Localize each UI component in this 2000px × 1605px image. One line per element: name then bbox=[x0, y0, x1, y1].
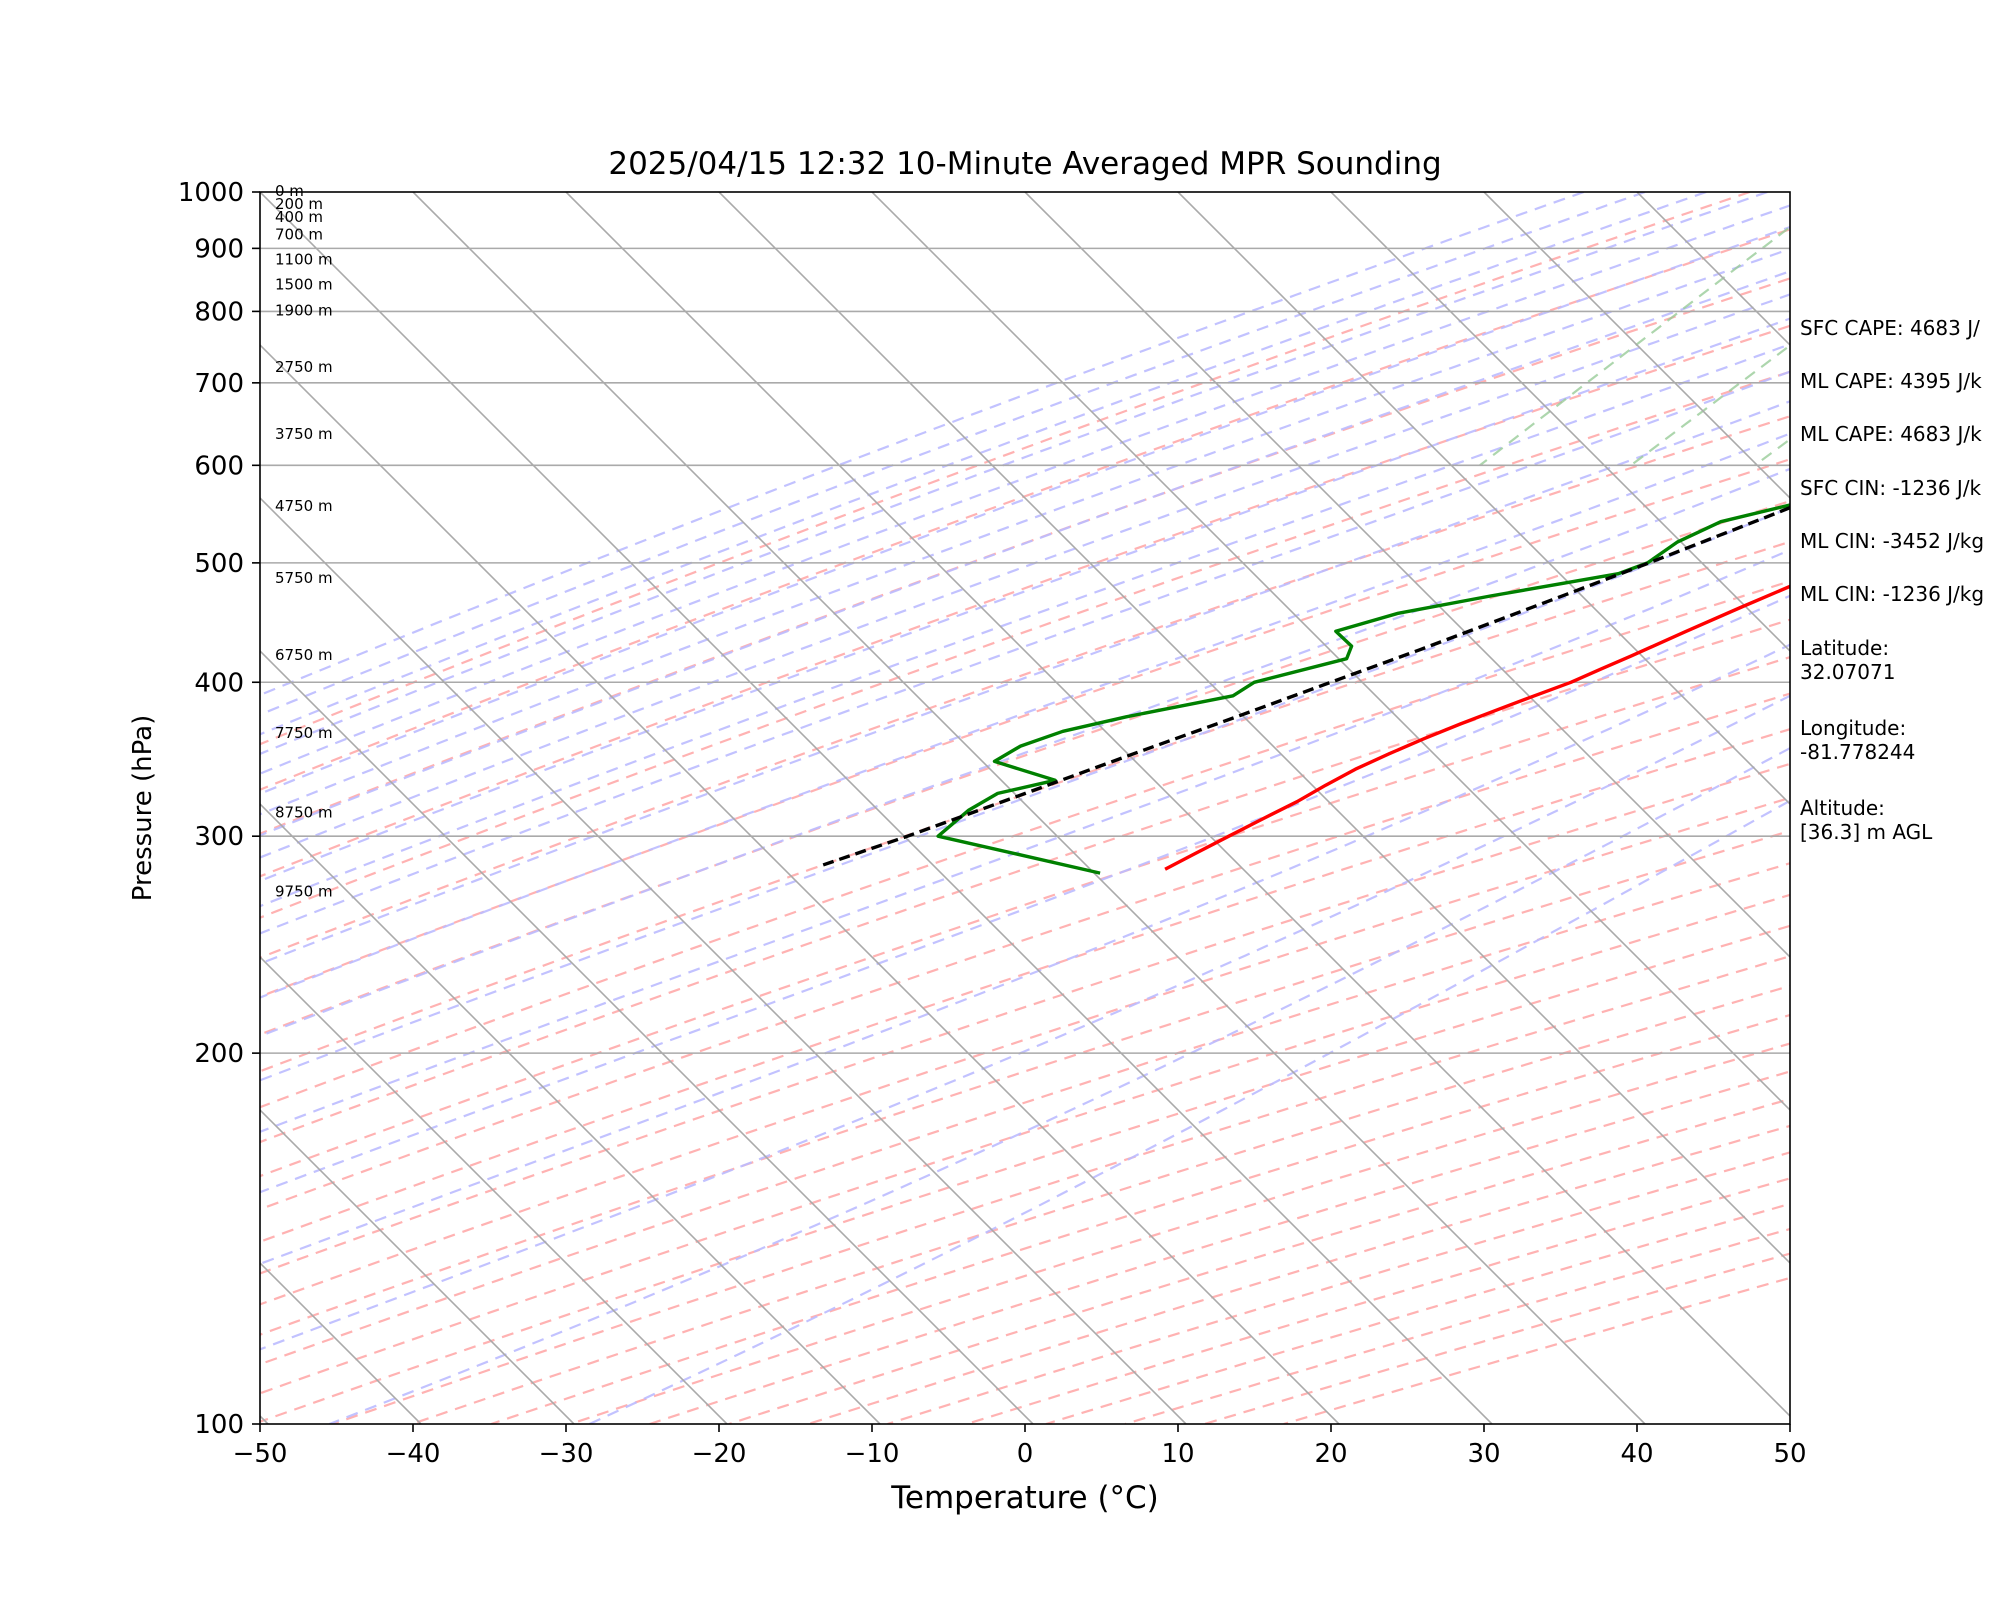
height-label: 700 m bbox=[275, 225, 323, 243]
height-label: 7750 m bbox=[275, 724, 333, 742]
height-label: 1100 m bbox=[275, 250, 333, 268]
x-tick-label: −20 bbox=[692, 1439, 747, 1469]
height-label: 9750 m bbox=[275, 883, 333, 901]
x-tick-label: 20 bbox=[1314, 1439, 1347, 1469]
x-tick-label: −40 bbox=[386, 1439, 441, 1469]
sfc-cin-label: SFC CIN: -1236 J/k bbox=[1800, 476, 1981, 500]
x-tick-label: 10 bbox=[1161, 1439, 1194, 1469]
latitude-label: Latitude: 32.07071 bbox=[1800, 636, 1895, 684]
chart-title: 2025/04/15 12:32 10-Minute Averaged MPR … bbox=[608, 146, 1441, 182]
height-label: 2750 m bbox=[275, 358, 333, 376]
x-axis-label: Temperature (°C) bbox=[890, 1480, 1159, 1516]
longitude-label: Longitude: -81.778244 bbox=[1800, 716, 1915, 764]
y-tick-label: 200 bbox=[194, 1039, 244, 1069]
height-label: 5750 m bbox=[275, 569, 333, 587]
x-tick-label: 0 bbox=[1017, 1439, 1034, 1469]
y-tick-label: 400 bbox=[194, 668, 244, 698]
y-tick-label: 700 bbox=[194, 369, 244, 399]
x-tick-label: −50 bbox=[233, 1439, 288, 1469]
height-label: 8750 m bbox=[275, 803, 333, 821]
ml-cin-label-2: ML CIN: -1236 J/kg bbox=[1800, 582, 1984, 606]
height-label: 6750 m bbox=[275, 646, 333, 664]
height-label: 1900 m bbox=[275, 301, 333, 319]
altitude-label: Altitude: [36.3] m AGL bbox=[1800, 796, 1932, 844]
height-label: 4750 m bbox=[275, 497, 333, 515]
x-tick-label: −10 bbox=[845, 1439, 900, 1469]
y-tick-label: 500 bbox=[194, 549, 244, 579]
x-tick-label: 50 bbox=[1773, 1439, 1806, 1469]
height-label: 3750 m bbox=[275, 425, 333, 443]
y-tick-label: 600 bbox=[194, 451, 244, 481]
ml-cape-label: ML CAPE: 4395 J/k bbox=[1800, 369, 1982, 393]
y-tick-label: 800 bbox=[194, 297, 244, 327]
y-tick-label: 1000 bbox=[178, 178, 244, 208]
y-tick-label: 100 bbox=[194, 1410, 244, 1440]
x-tick-label: 40 bbox=[1620, 1439, 1653, 1469]
y-tick-label: 300 bbox=[194, 822, 244, 852]
y-axis-label: Pressure (hPa) bbox=[128, 715, 158, 902]
ml-cape-label-2: ML CAPE: 4683 J/k bbox=[1800, 422, 1982, 446]
height-label: 400 m bbox=[275, 208, 323, 226]
sfc-cape-label: SFC CAPE: 4683 J/ bbox=[1800, 316, 1980, 340]
x-tick-label: −30 bbox=[539, 1439, 594, 1469]
ml-cin-label: ML CIN: -3452 J/kg bbox=[1800, 529, 1984, 553]
y-tick-label: 900 bbox=[194, 234, 244, 264]
height-label: 1500 m bbox=[275, 275, 333, 293]
x-tick-label: 30 bbox=[1467, 1439, 1500, 1469]
